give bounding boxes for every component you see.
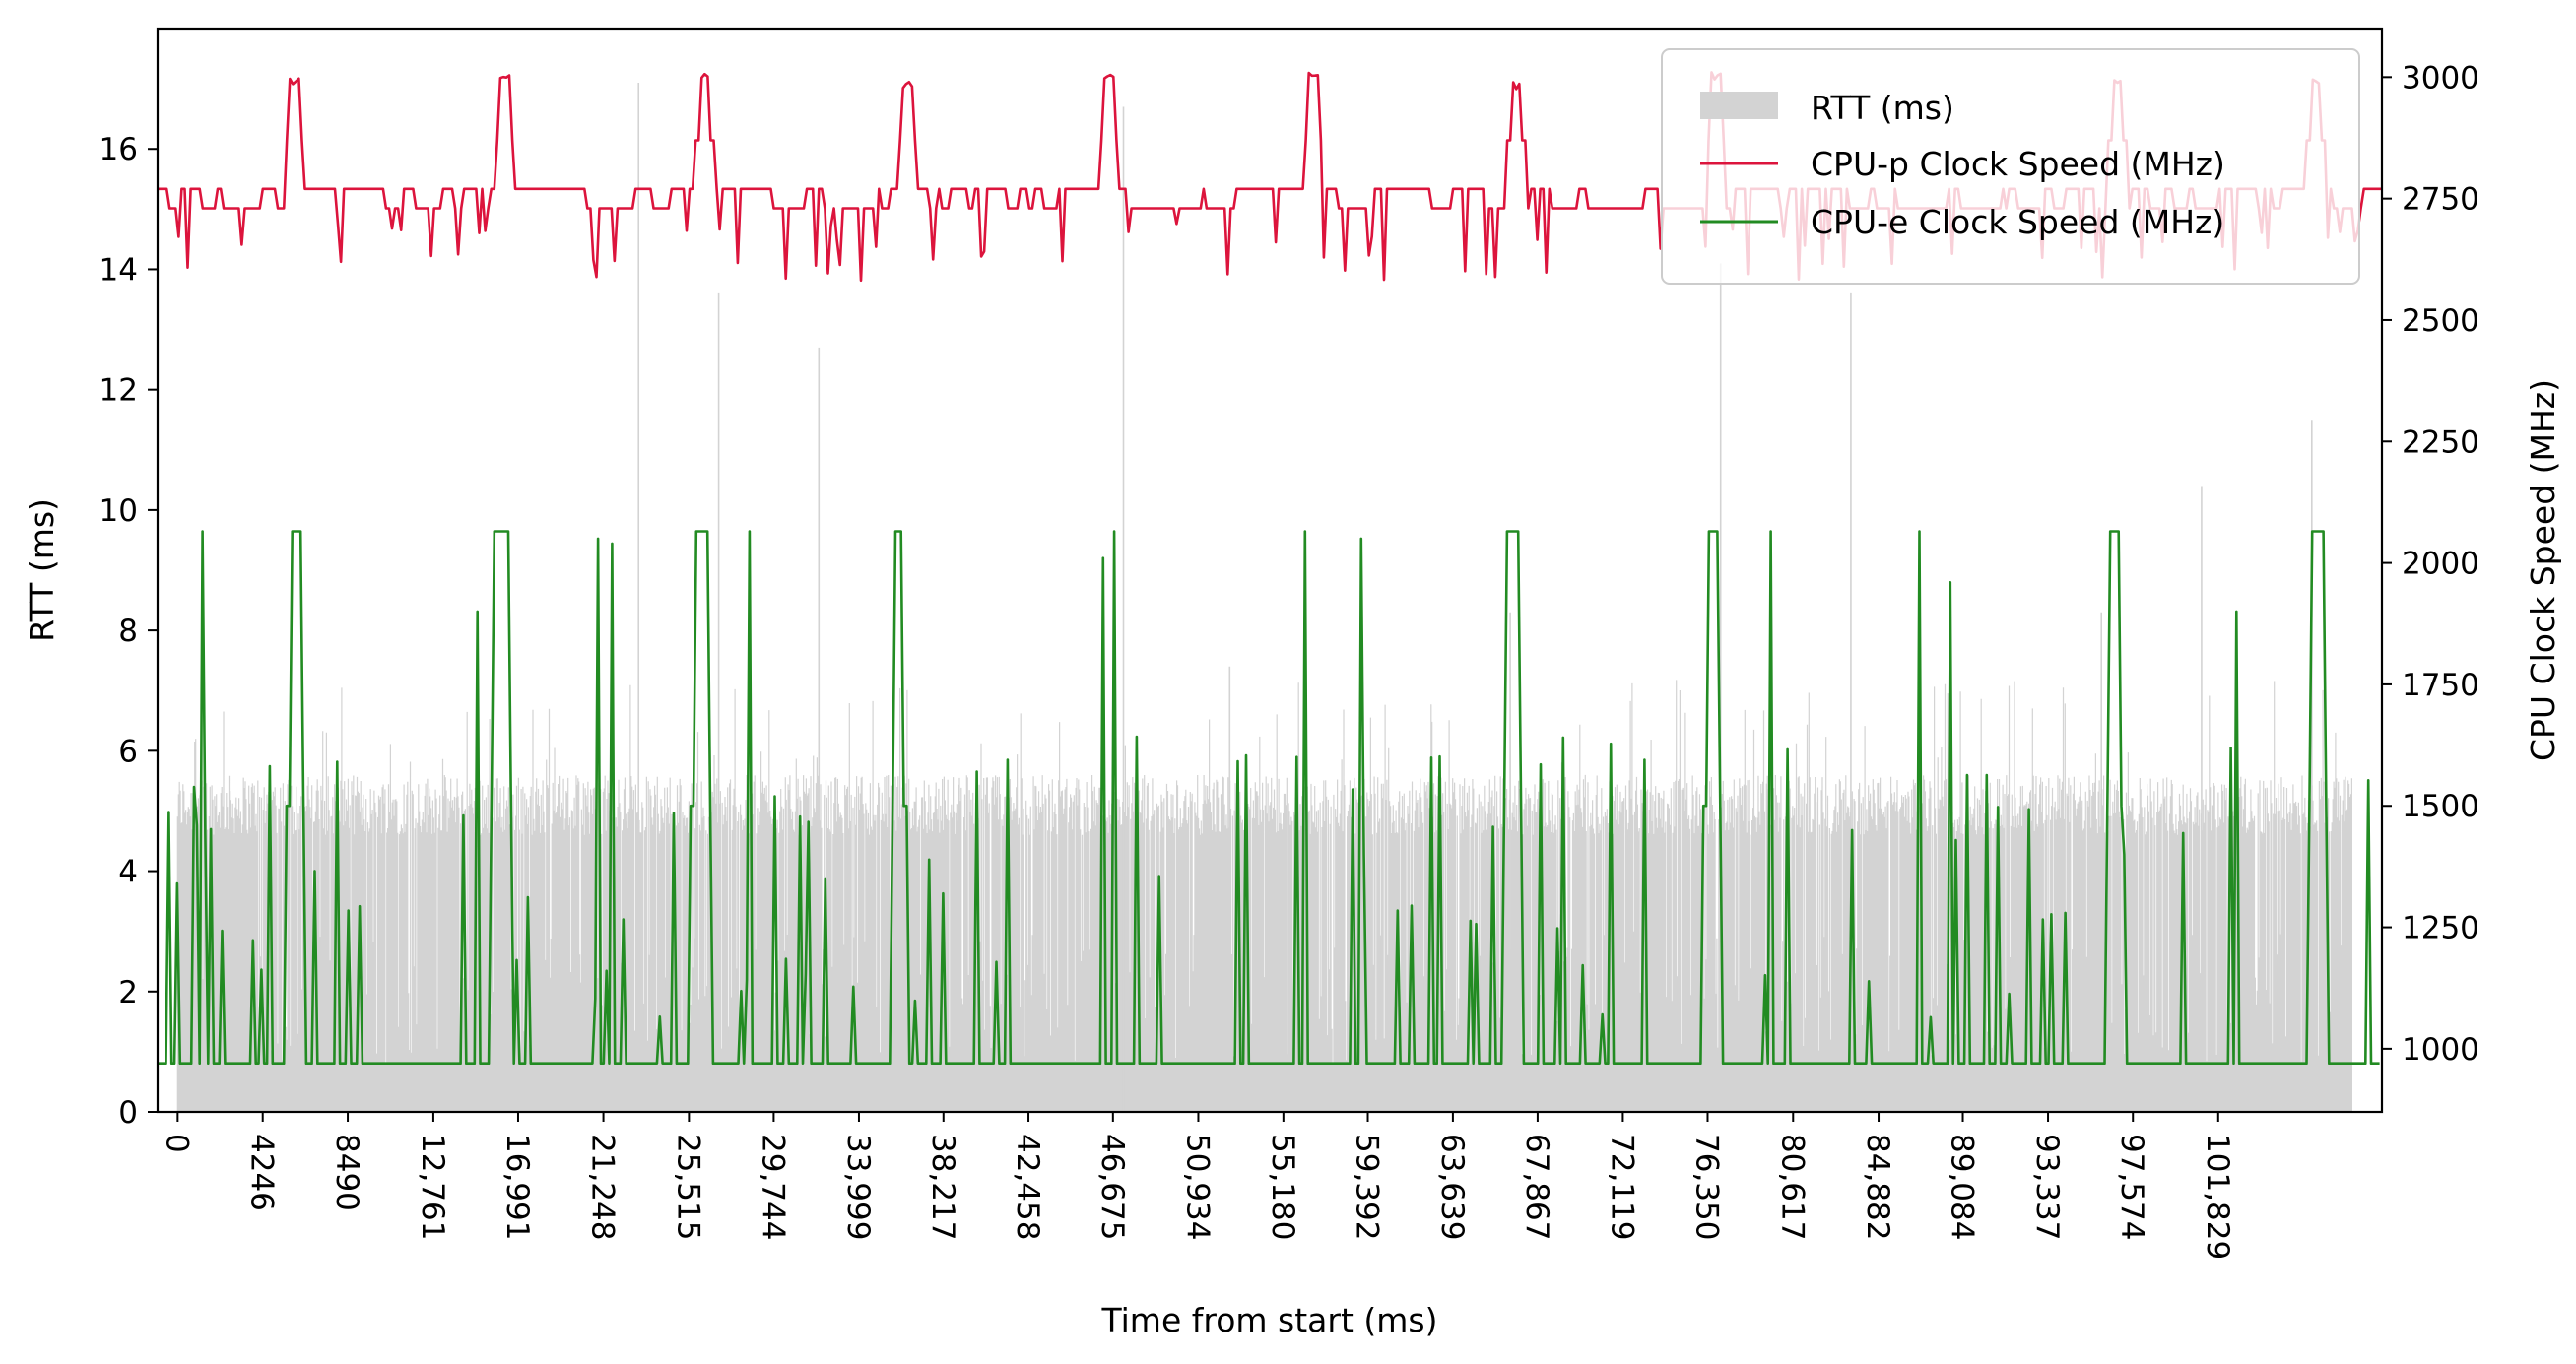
right-y-tick-label: 2750 xyxy=(2402,182,2479,218)
right-y-axis-title: CPU Clock Speed (MHz) xyxy=(2524,379,2562,761)
left-y-axis: 0 2 4 6 8 10 12 14 16 xyxy=(99,132,158,1131)
left-y-tick-label: 10 xyxy=(99,493,138,529)
x-tick-label: 46,675 xyxy=(1094,1134,1130,1240)
right-y-tick-label: 2000 xyxy=(2402,547,2479,582)
x-tick-label: 50,934 xyxy=(1180,1134,1216,1240)
x-tick-label: 0 xyxy=(159,1134,194,1153)
plot-frame xyxy=(156,27,2384,1114)
x-axis: 0 4246 8490 12,761 16,991 21,248 25,515 29,744 3… xyxy=(159,1112,2235,1260)
right-y-tick-label: 1750 xyxy=(2402,668,2479,703)
x-tick-label: 72,119 xyxy=(1604,1134,1639,1240)
left-y-tick-label: 14 xyxy=(99,252,138,288)
x-tick-label: 76,350 xyxy=(1689,1134,1725,1240)
x-tick-label: 4246 xyxy=(244,1134,280,1211)
right-y-tick-label: 2250 xyxy=(2402,424,2479,460)
right-y-tick-label: 1500 xyxy=(2402,789,2479,824)
x-tick-label: 12,761 xyxy=(415,1134,450,1240)
right-y-tick-label: 3000 xyxy=(2402,60,2479,96)
right-y-tick-label: 2500 xyxy=(2402,303,2479,339)
x-tick-label: 80,617 xyxy=(1774,1134,1810,1240)
left-y-tick-label: 4 xyxy=(118,855,138,890)
x-tick-label: 59,392 xyxy=(1350,1134,1385,1240)
cpu-e-clock-line xyxy=(158,530,2380,1065)
x-axis-title: Time from start (ms) xyxy=(1101,1301,1438,1339)
x-tick-label: 33,999 xyxy=(840,1134,876,1240)
legend-label-cpu-p: CPU-p Clock Speed (MHz) xyxy=(1811,145,2225,183)
right-y-axis: 1000 1250 1500 1750 2000 2250 2500 2750 3000 xyxy=(2382,60,2479,1068)
x-tick-label: 16,991 xyxy=(499,1134,535,1240)
x-tick-label: 42,458 xyxy=(1010,1134,1045,1240)
left-y-axis-title: RTT (ms) xyxy=(23,498,61,642)
x-tick-label: 63,639 xyxy=(1434,1134,1470,1240)
x-tick-label: 55,180 xyxy=(1265,1134,1300,1240)
legend-swatch-rtt xyxy=(1700,92,1778,119)
x-tick-label: 67,867 xyxy=(1519,1134,1554,1240)
legend-box xyxy=(1661,48,2360,285)
left-y-tick-label: 16 xyxy=(99,132,138,167)
legend-label-rtt: RTT (ms) xyxy=(1811,89,1954,127)
legend-label-cpu-e: CPU-e Clock Speed (MHz) xyxy=(1811,203,2224,241)
left-y-tick-label: 12 xyxy=(99,373,138,409)
x-tick-label: 84,882 xyxy=(1860,1134,1895,1240)
x-tick-label: 97,574 xyxy=(2114,1134,2149,1240)
right-y-tick-label: 1000 xyxy=(2402,1032,2479,1068)
x-tick-label: 8490 xyxy=(329,1134,364,1211)
right-y-tick-label: 1250 xyxy=(2402,911,2479,946)
legend: RTT (ms) CPU-p Clock Speed (MHz) CPU-e C… xyxy=(1661,48,2360,285)
x-tick-label: 93,337 xyxy=(2029,1134,2065,1240)
x-tick-label: 38,217 xyxy=(925,1134,960,1240)
left-y-tick-label: 6 xyxy=(118,734,138,769)
rtt-bars xyxy=(176,83,2352,1112)
x-tick-label: 29,744 xyxy=(755,1134,790,1240)
x-tick-label: 89,084 xyxy=(1945,1134,1980,1240)
left-y-tick-label: 2 xyxy=(118,975,138,1010)
x-tick-label: 101,829 xyxy=(2200,1134,2235,1260)
x-tick-label: 21,248 xyxy=(585,1134,621,1240)
x-tick-label: 25,515 xyxy=(670,1134,705,1240)
left-y-tick-label: 0 xyxy=(118,1095,138,1131)
left-y-tick-label: 8 xyxy=(118,614,138,649)
